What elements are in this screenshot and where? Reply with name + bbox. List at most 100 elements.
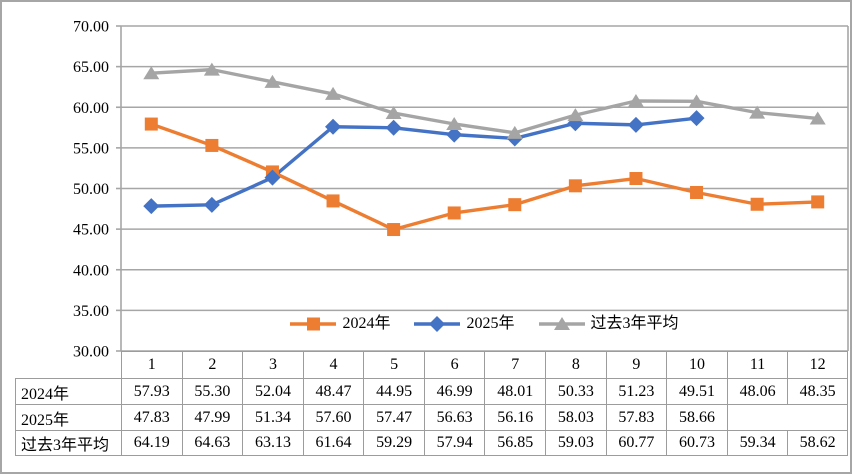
y-axis-tick-label: 45.00 xyxy=(73,222,109,239)
month-header-cell: 1 xyxy=(121,351,182,378)
y-axis-tick-label: 40.00 xyxy=(73,262,109,279)
table-cell xyxy=(726,404,788,430)
month-header-cell: 3 xyxy=(242,351,303,378)
marker-triangle xyxy=(203,62,220,76)
marker-triangle xyxy=(506,125,523,139)
month-header-cell: 5 xyxy=(363,351,424,378)
table-cell: 51.34 xyxy=(242,404,303,430)
marker-square xyxy=(144,117,158,131)
data-table: 1 2 3 4 5 6 7 8 9 10 11 12 2024年 57.93 55.30 52.04 48.47… xyxy=(15,351,848,456)
marker-triangle xyxy=(264,74,281,88)
table-cell: 64.63 xyxy=(181,430,243,456)
table-cell: 52.04 xyxy=(242,378,303,404)
table-cell: 56.16 xyxy=(484,404,546,430)
series-label-cell: 2024年 xyxy=(15,378,121,404)
chart-legend: 2024年 2025年 过去3年平均 xyxy=(121,313,848,335)
table-cell: 57.93 xyxy=(121,378,182,404)
y-axis-tick-label: 65.00 xyxy=(73,59,109,76)
legend-key-diamond-icon xyxy=(414,316,461,332)
table-row: 过去3年平均 64.19 64.63 63.13 61.64 59.29 57.94 56.8… xyxy=(15,430,848,456)
month-header-cell: 10 xyxy=(666,351,727,378)
table-cell: 56.63 xyxy=(423,404,485,430)
y-axis-tick-label: 30.00 xyxy=(73,344,109,361)
legend-key-square-icon xyxy=(290,317,337,331)
series-line-过去3年平均 xyxy=(149,67,820,135)
marker-triangle xyxy=(749,105,766,119)
marker-square xyxy=(568,179,582,193)
legend-key-triangle-icon xyxy=(538,317,585,330)
month-header-cell: 6 xyxy=(423,351,485,378)
marker-diamond xyxy=(385,119,402,136)
series-label-cell: 过去3年平均 xyxy=(15,430,121,456)
marker-square xyxy=(750,197,764,211)
legend-label: 过去3年平均 xyxy=(590,315,679,332)
month-header-cell: 12 xyxy=(787,351,848,378)
marker-square xyxy=(326,194,340,208)
marker-triangle xyxy=(809,111,826,125)
month-header-cell: 2 xyxy=(181,351,243,378)
table-cell: 49.51 xyxy=(666,378,727,404)
series-line-2024年 xyxy=(149,122,820,232)
y-axis-tick-label: 35.00 xyxy=(73,303,109,320)
table-cell: 50.33 xyxy=(545,378,606,404)
table-header-row: 1 2 3 4 5 6 7 8 9 10 11 12 xyxy=(15,351,848,378)
marker-square xyxy=(629,172,643,186)
table-cell: 59.29 xyxy=(363,430,424,456)
table-cell: 58.62 xyxy=(787,430,848,456)
table-cell: 60.77 xyxy=(605,430,667,456)
table-row: 2025年 47.83 47.99 51.34 57.60 57.47 56.63 56.16… xyxy=(15,404,848,430)
table-cell: 55.30 xyxy=(181,378,243,404)
table-cell: 48.47 xyxy=(302,378,364,404)
marker-triangle xyxy=(567,108,584,122)
table-cell: 57.60 xyxy=(302,404,364,430)
legend-label: 2025年 xyxy=(466,315,515,332)
table-cell: 48.35 xyxy=(787,378,848,404)
month-header-cell: 11 xyxy=(726,351,788,378)
table-cell: 48.06 xyxy=(726,378,788,404)
table-cell: 58.03 xyxy=(545,404,606,430)
marker-diamond xyxy=(688,110,705,127)
table-cell: 47.83 xyxy=(121,404,182,430)
marker-diamond xyxy=(325,118,342,135)
marker-square xyxy=(205,138,219,152)
marker-square xyxy=(811,195,825,209)
marker-triangle xyxy=(325,86,342,100)
y-axis-tick-label: 60.00 xyxy=(73,100,109,117)
legend-item-过去3年平均: 过去3年平均 xyxy=(538,314,679,334)
legend-item-2025年: 2025年 xyxy=(414,314,515,334)
y-axis-tick-label: 70.00 xyxy=(73,19,109,36)
marker-diamond xyxy=(143,198,160,215)
table-cell: 48.01 xyxy=(484,378,546,404)
table-cell: 44.95 xyxy=(363,378,424,404)
marker-diamond xyxy=(203,196,220,213)
table-cell: 61.64 xyxy=(302,430,364,456)
marker-triangle xyxy=(143,66,160,80)
table-cell: 57.83 xyxy=(605,404,667,430)
marker-triangle xyxy=(688,94,705,108)
marker-square xyxy=(508,198,522,212)
table-cell: 46.99 xyxy=(423,378,485,404)
marker-triangle xyxy=(385,106,402,120)
marker-square xyxy=(447,206,461,220)
month-header-cell: 8 xyxy=(545,351,606,378)
table-cell: 57.47 xyxy=(363,404,424,430)
table-cell: 58.66 xyxy=(666,404,727,430)
series-label-cell: 2025年 xyxy=(15,404,121,430)
table-cell: 63.13 xyxy=(242,430,303,456)
table-cell: 47.99 xyxy=(181,404,243,430)
table-cell: 51.23 xyxy=(605,378,667,404)
table-cell: 59.34 xyxy=(726,430,788,456)
table-row: 2024年 57.93 55.30 52.04 48.47 44.95 46.99 48.01… xyxy=(15,378,848,404)
month-header-cell: 9 xyxy=(605,351,667,378)
marker-diamond xyxy=(264,169,281,186)
marker-triangle xyxy=(627,93,644,107)
table-cell: 57.94 xyxy=(423,430,485,456)
month-header-cell: 4 xyxy=(302,351,364,378)
table-cell: 64.19 xyxy=(121,430,182,456)
y-axis-tick-label: 50.00 xyxy=(73,181,109,198)
y-axis-tick-label: 55.00 xyxy=(73,140,109,157)
marker-diamond xyxy=(446,126,463,143)
table-cell xyxy=(787,404,848,430)
marker-triangle xyxy=(446,116,463,130)
